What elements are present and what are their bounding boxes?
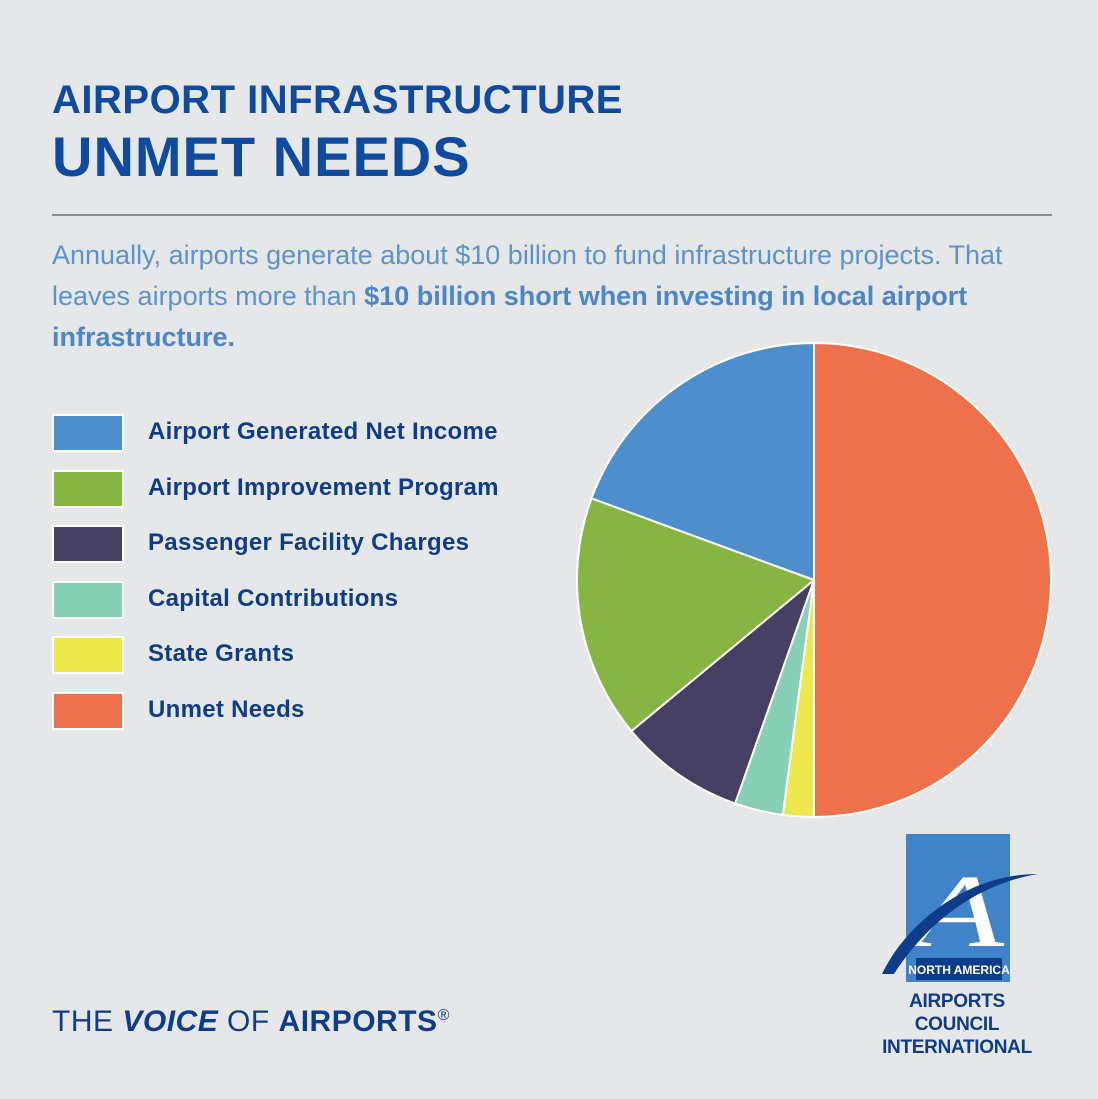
intro-text: Annually, airports generate about $10 bi… <box>52 235 1012 358</box>
legend-swatch <box>52 580 124 619</box>
legend-label: Unmet Needs <box>148 695 305 723</box>
pie-slice-airport-improvement-program <box>576 497 815 733</box>
svg-text:A: A <box>903 854 1004 969</box>
legend-label: State Grants <box>148 640 295 668</box>
legend-swatch <box>52 414 124 452</box>
legend-label: Airport Improvement Program <box>148 473 499 501</box>
divider <box>52 214 1052 216</box>
tagline: THE VOICE OF AIRPORTS® <box>52 1005 450 1039</box>
tagline-airports: AIRPORTS <box>278 1005 438 1038</box>
intro-text-bold: $10 billion short when investing in loca… <box>52 281 968 352</box>
legend-swatch <box>52 525 124 564</box>
legend-swatch <box>52 469 124 508</box>
tagline-voice: VOICE <box>122 1005 219 1038</box>
aci-logo-icon: A NORTH AMERICA <box>882 834 1038 982</box>
pie-slice-unmet-needs <box>813 342 1052 818</box>
legend-swatch <box>52 691 124 730</box>
legend-swatch <box>52 636 124 675</box>
logo-caption-line2: INTERNATIONAL <box>882 1037 1032 1058</box>
logo-caption-line1: AIRPORTS COUNCIL <box>909 991 1005 1035</box>
legend-label: Capital Contributions <box>148 584 399 612</box>
legend-label: Passenger Facility Charges <box>148 529 470 557</box>
tagline-the: THE <box>52 1005 123 1038</box>
intro-text-regular: Annually, airports generate about $10 bi… <box>52 240 1003 311</box>
legend-label: Airport Generated Net Income <box>148 418 498 445</box>
registered-mark: ® <box>437 1007 450 1024</box>
title-line2: UNMET NEEDS <box>52 125 471 188</box>
logo-caption: AIRPORTS COUNCIL INTERNATIONAL <box>876 990 1038 1059</box>
logo-region: NORTH AMERICA <box>908 963 1010 977</box>
pie-slice-passenger-facility-charges <box>630 579 815 805</box>
pie-slice-airport-generated-net-income <box>590 342 815 581</box>
title-line1: AIRPORT INFRASTRUCTURE <box>52 78 623 122</box>
tagline-of: OF <box>218 1005 279 1038</box>
